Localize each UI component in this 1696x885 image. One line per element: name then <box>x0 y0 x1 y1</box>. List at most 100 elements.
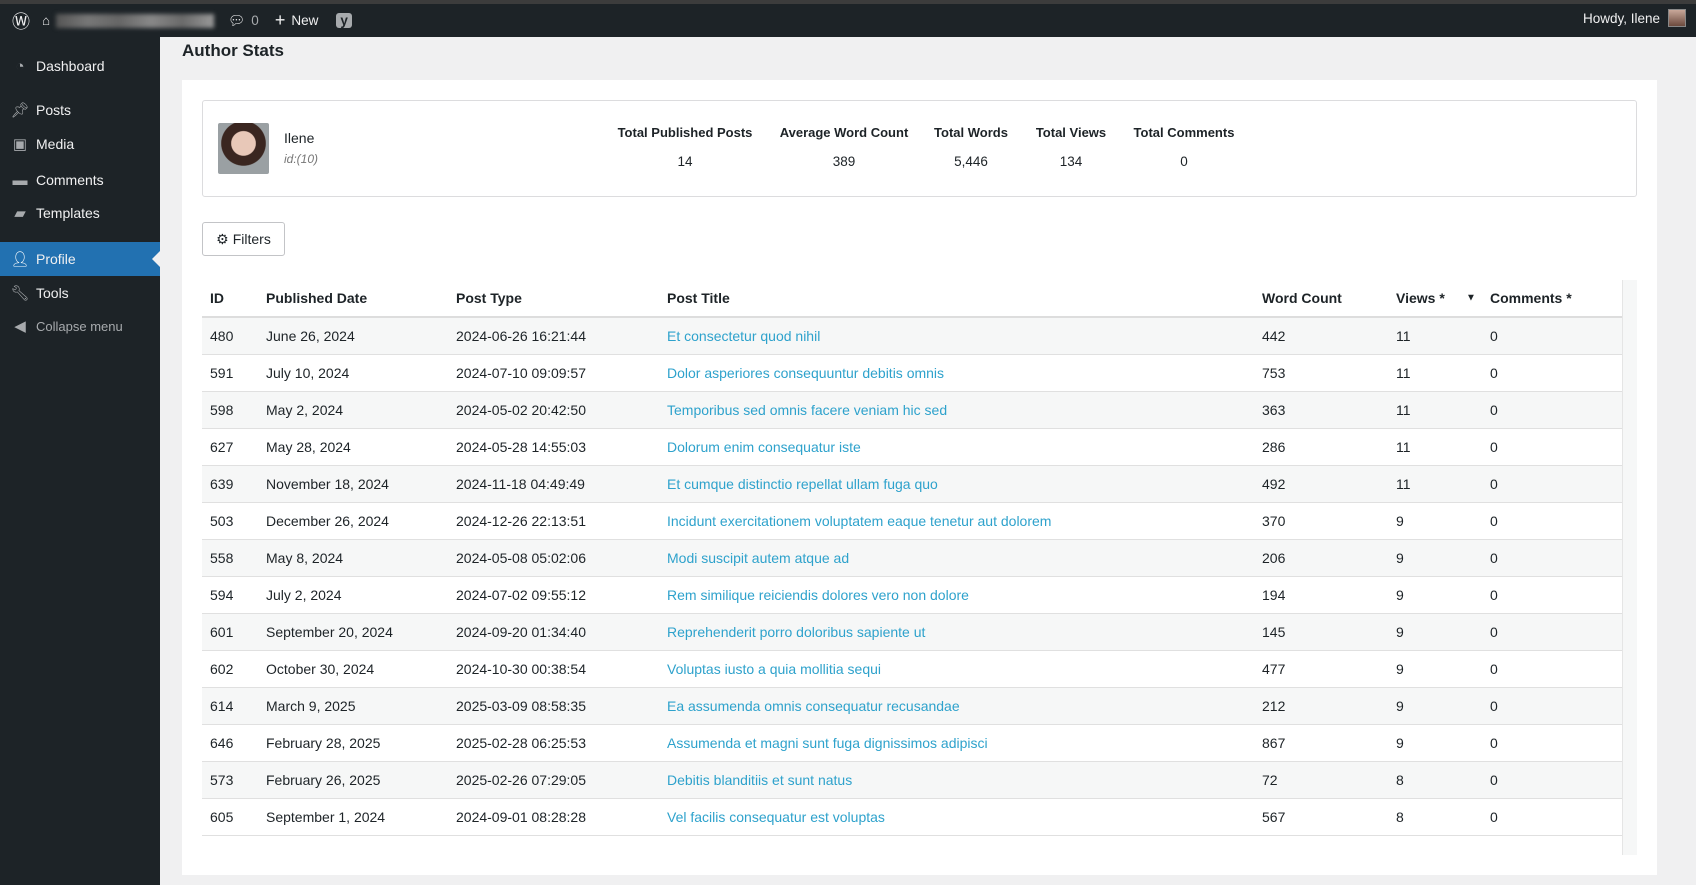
post-title-link[interactable]: Assumenda et magni sunt fuga dignissimos… <box>667 735 988 751</box>
post-title-link[interactable]: Reprehenderit porro doloribus sapiente u… <box>667 624 926 640</box>
sidebar-item-posts[interactable]: 📌︎ Posts <box>10 102 72 119</box>
cell-id: 602 <box>210 661 234 677</box>
cell-word-count: 477 <box>1262 661 1286 677</box>
post-title-link[interactable]: Debitis blanditiis et sunt natus <box>667 772 853 788</box>
table-row: 480 June 26, 2024 2024-06-26 16:21:44 Et co… <box>202 318 1622 355</box>
cell-views: 11 <box>1396 402 1411 418</box>
cell-word-count: 206 <box>1262 550 1286 566</box>
collapse-menu-button[interactable]: ◀ Collapse menu <box>0 309 160 343</box>
cell-comments: 0 <box>1490 809 1498 825</box>
post-title-link[interactable]: Ea assumenda omnis consequatur recusanda… <box>667 698 960 714</box>
cell-published-date: July 2, 2024 <box>266 587 342 603</box>
home-icon: ⌂ <box>42 13 51 28</box>
table-row: 639 November 18, 2024 2024-11-18 04:49:49 E… <box>202 466 1622 503</box>
cell-views: 8 <box>1396 809 1404 825</box>
new-content-button[interactable]: + New <box>274 10 319 30</box>
column-header-post-type[interactable]: Post Type <box>456 290 522 306</box>
cell-published-date: May 8, 2024 <box>266 550 344 566</box>
cell-word-count: 194 <box>1262 587 1286 603</box>
column-header-published-date[interactable]: Published Date <box>266 290 368 306</box>
column-header-post-title[interactable]: Post Title <box>667 290 730 306</box>
cell-comments: 0 <box>1490 587 1498 603</box>
sidebar-item-media[interactable]: ▣ Media <box>0 127 160 161</box>
cell-id: 627 <box>210 439 234 455</box>
cell-post-type: 2024-12-26 22:13:51 <box>456 513 586 529</box>
cell-post-type: 2024-07-10 09:09:57 <box>456 365 586 381</box>
avatar <box>1668 9 1686 27</box>
post-title-link[interactable]: Dolorum enim consequatur iste <box>667 439 861 455</box>
filters-button[interactable]: ⚙ Filters <box>202 222 285 256</box>
cell-word-count: 370 <box>1262 513 1286 529</box>
table-row: 591 July 10, 2024 2024-07-10 09:09:57 Dolor… <box>202 355 1622 392</box>
cell-word-count: 753 <box>1262 365 1286 381</box>
cell-word-count: 72 <box>1262 772 1278 788</box>
sidebar-item-comments[interactable]: ▬ Comments <box>0 163 160 197</box>
post-title-link[interactable]: Temporibus sed omnis facere veniam hic s… <box>667 402 948 418</box>
column-header-views[interactable]: Views * <box>1396 290 1445 306</box>
column-header-id[interactable]: ID <box>210 290 224 306</box>
cell-post-type: 2025-02-26 07:29:05 <box>456 772 586 788</box>
column-header-comments[interactable]: Comments * <box>1490 290 1572 306</box>
cell-post-type: 2024-05-28 14:55:03 <box>456 439 586 455</box>
cell-published-date: July 10, 2024 <box>266 365 350 381</box>
sidebar-item-profile[interactable]: 👤︎ Profile <box>0 242 160 276</box>
cell-comments: 0 <box>1490 402 1498 418</box>
stat-total-views: Total Views 134 <box>1035 125 1107 169</box>
user-menu[interactable]: Howdy, Ilene <box>1583 9 1686 27</box>
cell-word-count: 363 <box>1262 402 1286 418</box>
table-row: 573 February 26, 2025 2025-02-26 07:29:05 D… <box>202 762 1622 799</box>
cell-comments: 0 <box>1490 513 1498 529</box>
post-title-link[interactable]: Voluptas iusto a quia mollitia sequi <box>667 661 882 677</box>
table-row: 601 September 20, 2024 2024-09-20 01:34:40… <box>202 614 1622 651</box>
post-title-link[interactable]: Incidunt exercitationem voluptatem eaque… <box>667 513 1052 529</box>
cell-id: 605 <box>210 809 234 825</box>
stat-total-published-posts: Total Published Posts 14 <box>617 125 753 169</box>
sidebar-item-dashboard[interactable]: ◔ Dashboard <box>0 49 160 83</box>
cell-comments: 0 <box>1490 735 1498 751</box>
cell-id: 639 <box>210 476 234 492</box>
cell-id: 601 <box>210 624 234 640</box>
cell-comments: 0 <box>1490 661 1498 677</box>
cell-published-date: February 26, 2025 <box>266 772 381 788</box>
post-title-link[interactable]: Vel facilis consequatur est voluptas <box>667 809 885 825</box>
cell-comments: 0 <box>1490 439 1498 455</box>
post-title-link[interactable]: Dolor asperiores consequuntur debitis om… <box>667 365 945 381</box>
cell-published-date: June 26, 2024 <box>266 328 355 344</box>
sidebar-item-templates[interactable]: ▰ Templates <box>0 196 160 230</box>
cell-published-date: December 26, 2024 <box>266 513 389 529</box>
cell-published-date: November 18, 2024 <box>266 476 389 492</box>
cell-id: 558 <box>210 550 234 566</box>
stat-total-comments: Total Comments 0 <box>1133 125 1235 169</box>
table-row: 558 May 8, 2024 2024-05-08 05:02:06 Modi su… <box>202 540 1622 577</box>
sort-desc-icon[interactable]: ▼ <box>1466 292 1476 304</box>
cell-post-type: 2024-05-08 05:02:06 <box>456 550 586 566</box>
post-title-link[interactable]: Rem similique reiciendis dolores vero no… <box>667 587 969 603</box>
cell-published-date: March 9, 2025 <box>266 698 356 714</box>
sidebar-item-tools[interactable]: 🔧︎ Tools <box>10 285 69 302</box>
author-stats-panel: Ilene id:(10) Total Published Posts 14 Av… <box>182 80 1657 875</box>
table-scrollbar[interactable] <box>1622 280 1637 855</box>
comment-icon: 💬︎ <box>228 12 246 28</box>
stat-total-words: Total Words 5,446 <box>934 125 1008 169</box>
comment-icon: ▬ <box>12 171 28 189</box>
table-row: 598 May 2, 2024 2024-05-02 20:42:50 Tempori… <box>202 392 1622 429</box>
user-icon: 👤︎ <box>10 251 30 268</box>
yoast-icon[interactable]: y <box>336 13 352 28</box>
post-title-link[interactable]: Modi suscipit autem atque ad <box>667 550 850 566</box>
cell-published-date: September 1, 2024 <box>266 809 386 825</box>
collapse-icon: ◀ <box>14 318 26 335</box>
table-row: 602 October 30, 2024 2024-10-30 00:38:54 Vo… <box>202 651 1622 688</box>
cell-views: 9 <box>1396 735 1404 751</box>
cell-post-type: 2024-09-20 01:34:40 <box>456 624 586 640</box>
post-title-link[interactable]: Et cumque distinctio repellat ullam fuga… <box>667 476 938 492</box>
cell-views: 9 <box>1396 698 1404 714</box>
wordpress-logo-icon[interactable]: Ⓦ <box>12 11 30 32</box>
author-id: id:(10) <box>284 152 319 166</box>
post-title-link[interactable]: Et consectetur quod nihil <box>667 328 821 344</box>
column-header-word-count[interactable]: Word Count <box>1262 290 1342 306</box>
cell-views: 11 <box>1396 476 1411 492</box>
comments-link[interactable]: 💬︎ 0 <box>228 12 259 29</box>
cell-views: 11 <box>1396 439 1411 455</box>
site-home-link[interactable]: ⌂ <box>42 13 215 28</box>
media-icon: ▣ <box>12 136 28 153</box>
